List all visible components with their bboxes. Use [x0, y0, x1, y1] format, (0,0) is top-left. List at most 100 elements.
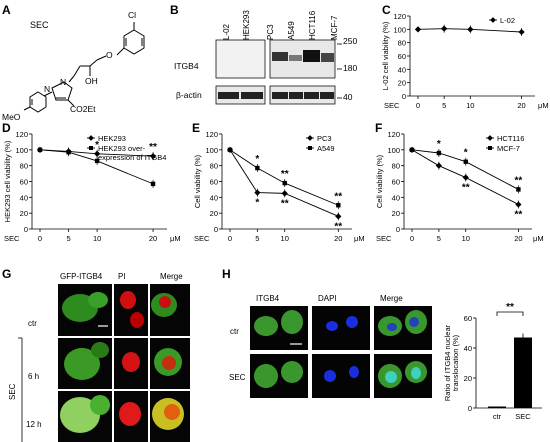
- x-tick-label: 5: [442, 101, 446, 110]
- x-tick-label: 20: [514, 234, 522, 243]
- panel-label-b: B: [170, 3, 179, 17]
- y-axis-label: L-02 cell viability (%): [381, 21, 390, 90]
- legend-marker: [89, 146, 93, 150]
- legend-label: expression of ITGB4: [98, 153, 166, 162]
- significance-mark: **: [281, 169, 289, 180]
- legend-marker: [488, 146, 492, 150]
- legend-label: HCT116: [497, 134, 524, 143]
- g-col-label: Merge: [160, 272, 183, 281]
- y-tick-label: 80: [392, 162, 400, 171]
- unit-label: μM: [354, 234, 365, 243]
- x-tick-label: 10: [462, 234, 470, 243]
- y-tick-label: 40: [392, 193, 400, 202]
- chart-f: 0 20 40 60 80 100 120 0 5 10 20 SEC μM Cell viability…: [375, 130, 544, 243]
- y-axis-label: Cell viability (%): [375, 154, 384, 208]
- y-tick-label: 80: [398, 39, 406, 48]
- y-tick-label: 100: [205, 146, 218, 155]
- h-row-label: ctr: [230, 327, 239, 336]
- atom-meo: MeO: [2, 112, 21, 122]
- y-tick-label: 20: [210, 209, 218, 218]
- x-tick-label: 5: [437, 234, 441, 243]
- significance-mark: *: [95, 140, 99, 151]
- atom-n1: N: [60, 77, 67, 87]
- y-axis-label: Ratio of ITGB4 nuclear: [443, 324, 452, 401]
- x-tick-label: 10: [281, 234, 289, 243]
- y-tick-label: 100: [15, 146, 28, 155]
- x-tick-label: SEC: [515, 412, 531, 421]
- bar: [514, 337, 532, 408]
- significance-mark: **: [462, 183, 470, 194]
- h-col-label: ITGB4: [256, 294, 280, 303]
- y-tick-label: 60: [464, 314, 472, 323]
- h-col-label: DAPI: [318, 294, 337, 303]
- g-row-label: 12 h: [26, 420, 42, 429]
- series-line: [229, 149, 339, 206]
- panel-label-d: D: [2, 121, 11, 135]
- series-line: [411, 149, 519, 205]
- h-col-label: Merge: [380, 294, 403, 303]
- legend-label: HEK293 over-: [98, 144, 146, 153]
- y-tick-label: 0: [402, 92, 406, 101]
- chart-d: 0 20 40 60 80 100 120 0 5 10 20 SEC μM HEK293 cell vi…: [3, 130, 181, 243]
- y-tick-label: 20: [392, 209, 400, 218]
- series-line: [39, 149, 154, 185]
- unit-label: μM: [170, 234, 181, 243]
- y-tick-label: 60: [392, 178, 400, 187]
- g-col-label: PI: [118, 272, 126, 281]
- significance-mark: **: [334, 191, 342, 202]
- legend-marker: [88, 135, 94, 141]
- chart-h: 0 20 40 60 ctr SEC ** Ratio of ITGB4 nuclear tra…: [443, 302, 542, 421]
- significance-mark: **: [149, 142, 157, 153]
- significance-mark: **: [334, 221, 342, 232]
- y-axis-label: HEK293 cell viability (%): [3, 140, 12, 222]
- significance-mark: **: [515, 209, 523, 220]
- x-tick-label: 0: [416, 101, 420, 110]
- x-tick-label: 20: [334, 234, 342, 243]
- data-point: [227, 147, 233, 153]
- significance-mark: **: [506, 302, 514, 313]
- panel-label-c: C: [382, 3, 391, 17]
- panel-label-a: A: [2, 3, 11, 17]
- mw-marker: 40: [343, 92, 353, 102]
- legend-label: PC3: [317, 134, 332, 143]
- y-tick-label: 100: [387, 146, 400, 155]
- y-tick-label: 60: [398, 52, 406, 61]
- h-row-label: SEC: [229, 373, 246, 382]
- chart-e: 0 20 40 60 80 100 120 0 5 10 20 SEC μM Cell viability…: [193, 130, 365, 243]
- significance-mark: **: [515, 175, 523, 186]
- y-tick-label: 20: [398, 79, 406, 88]
- atom-oh: OH: [85, 76, 98, 86]
- y-tick-label: 80: [210, 162, 218, 171]
- g-row-label: ctr: [28, 319, 37, 328]
- legend-marker: [308, 146, 312, 150]
- legend-marker: [307, 135, 313, 141]
- legend-label: MCF-7: [497, 144, 520, 153]
- x-tick-label: 20: [517, 101, 525, 110]
- y-tick-label: 40: [210, 193, 218, 202]
- chart-c: 0 20 40 60 80 100 120 0 5 10 20 SEC μM L-02 cell viab…: [381, 12, 549, 110]
- x-tick-label: 0: [38, 234, 42, 243]
- significance-mark: *: [464, 148, 468, 159]
- legend-label: HEK293: [98, 134, 126, 143]
- y-tick-label: 80: [20, 162, 28, 171]
- significance-mark: *: [255, 198, 259, 209]
- y-tick-label: 20: [464, 374, 472, 383]
- panel-label-f: F: [375, 121, 383, 135]
- y-tick-label: 0: [214, 225, 218, 234]
- x-tick-label: 10: [93, 234, 101, 243]
- legend-label: A549: [317, 144, 335, 153]
- sec-label: SEC: [384, 101, 400, 110]
- unit-label: μM: [538, 101, 549, 110]
- y-tick-label: 40: [398, 65, 406, 74]
- row-label-itgb4: ITGB4: [174, 61, 199, 71]
- y-tick-label: 0: [396, 225, 400, 234]
- x-tick-label: 5: [255, 234, 259, 243]
- x-tick-label: ctr: [493, 412, 502, 421]
- significance-mark: **: [281, 198, 289, 209]
- panel-label-g: G: [2, 267, 12, 281]
- sec-label: SEC: [194, 234, 210, 243]
- mw-marker: 250: [343, 36, 358, 46]
